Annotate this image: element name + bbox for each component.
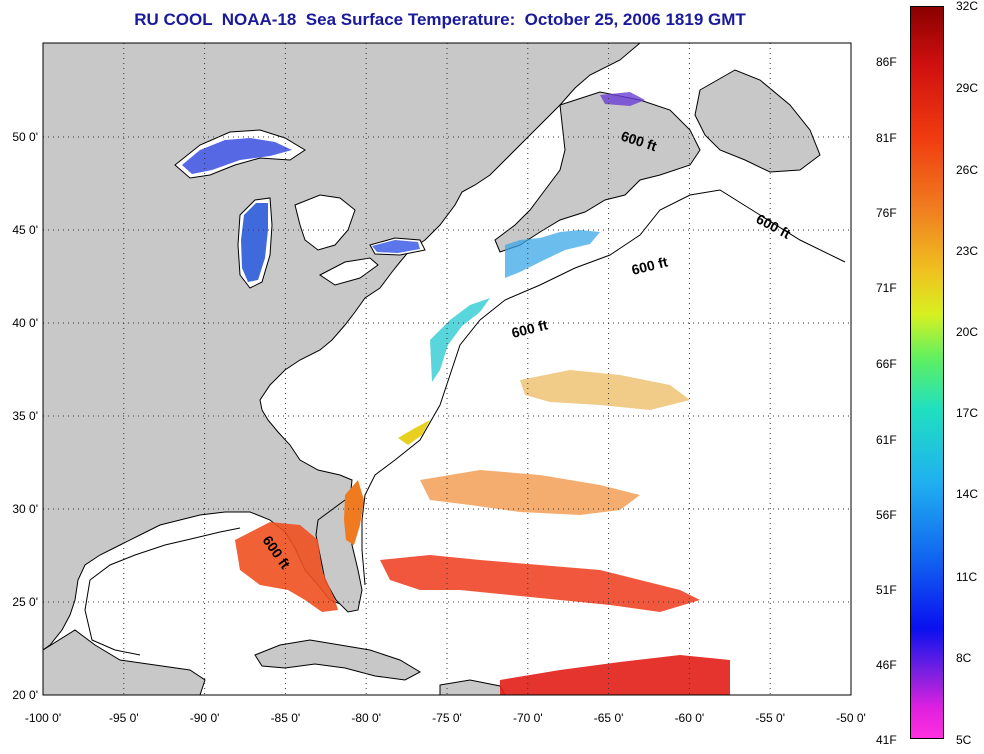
sst-lake-michigan [241,203,268,282]
fahrenheit-label: 71F [876,281,897,295]
north-america-land [43,43,641,651]
sst-lake-superior [182,138,292,174]
longitude-label: -55 0' [755,711,785,725]
longitude-label: -70 0' [513,711,543,725]
celsius-label: 5C [956,733,972,747]
sst-shelf-cyan [430,298,490,382]
longitude-label: -65 0' [594,711,624,725]
fahrenheit-label: 51F [876,583,897,597]
isobath-600ft [361,189,846,586]
sst-sargasso-red [380,555,700,612]
map-frame [42,42,852,696]
celsius-label: 23C [956,244,979,258]
latitude-label: 30 0' [12,502,38,516]
cuba-land [254,639,422,681]
temperature-colorbar [910,6,944,739]
longitude-label: -60 0' [675,711,705,725]
fahrenheit-label: 46F [876,658,897,672]
map-title: RU COOL NOAA-18 Sea Surface Temperature:… [134,10,746,29]
latitude-label: 25 0' [12,595,38,609]
celsius-label: 20C [956,325,979,339]
longitude-label: -80 0' [351,711,381,725]
lake-erie [319,257,379,286]
sst-st-lawrence [600,92,645,106]
longitude-label: -100 0' [25,711,61,725]
latitude-label: 35 0' [12,409,38,423]
isobath-gulf [84,527,241,656]
celsius-label: 11C [956,570,978,584]
sst-lake-ontario-erie [372,240,420,253]
celsius-label: 26C [956,163,979,177]
sst-sargasso-orange [420,470,640,515]
fahrenheit-label: 41F [876,733,897,747]
celsius-label: 29C [956,81,979,95]
sst-shelf-cold [505,230,600,278]
sst-florida-current [344,480,364,545]
lake-huron [294,194,356,251]
fahrenheit-label: 76F [876,206,897,220]
celsius-label: 17C [956,406,979,420]
celsius-label: 32C [956,0,979,13]
yucatan-land [43,629,206,695]
fahrenheit-label: 56F [876,508,897,522]
fahrenheit-label: 61F [876,433,897,447]
newfoundland-land [694,69,821,173]
fahrenheit-label: 81F [876,131,897,145]
celsius-label: 14C [956,487,979,501]
sst-hatteras [398,420,430,445]
celsius-label: 8C [956,651,972,665]
longitude-labels: -100 0' -95 0' -90 0' -85 0' -80 0' -75 0' -70… [25,711,866,725]
sst-midatlantic-yellow [520,370,690,410]
sst-caribbean-red [500,655,730,695]
longitude-label: -85 0' [271,711,301,725]
latitude-label: 50 0' [12,130,38,144]
longitude-label: -50 0' [836,711,866,725]
longitude-label: -95 0' [109,711,139,725]
fahrenheit-label: 86F [876,55,897,69]
latitude-label: 45 0' [12,223,38,237]
fahrenheit-label: 66F [876,357,897,371]
longitude-label: -75 0' [432,711,462,725]
maritimes-land [494,91,701,253]
sst-gulf-warm [235,522,338,612]
latitude-labels: 20 0' 25 0' 30 0' 35 0' 40 0' 45 0' 50 0' [12,130,38,702]
latitude-label: 40 0' [12,316,38,330]
longitude-label: -90 0' [190,711,220,725]
latitude-label: 20 0' [12,688,38,702]
